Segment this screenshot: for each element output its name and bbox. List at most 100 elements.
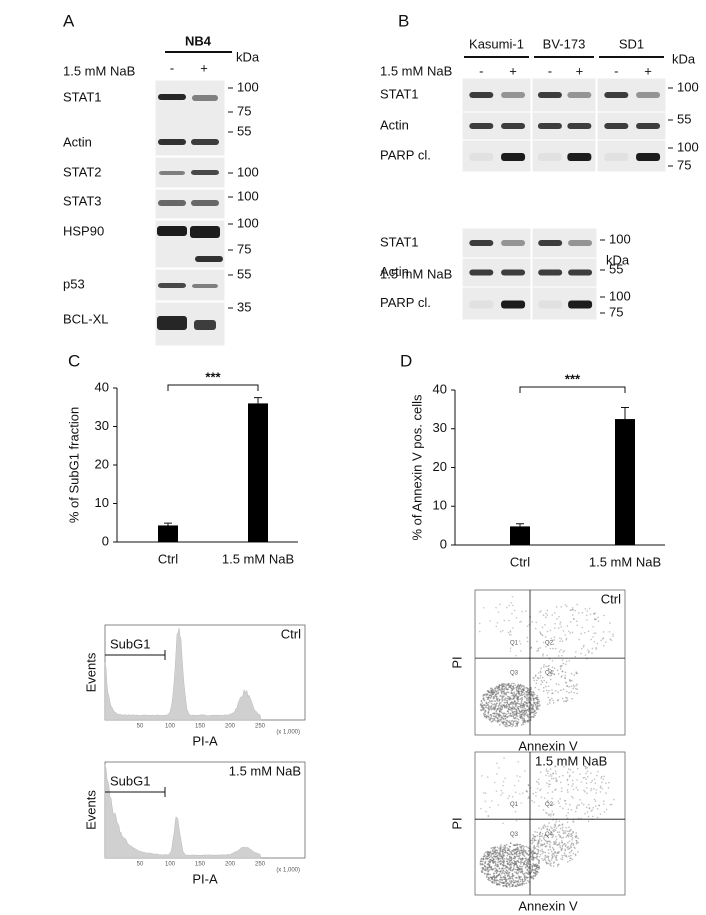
scatter-dot [590,789,592,792]
scatter-dot [552,772,554,775]
x-unit: (x 1,000) [276,868,300,874]
scatter-dot [594,800,597,802]
scatter-dot [554,765,556,768]
scatter-dot [520,690,522,693]
scatter-dot [514,855,516,858]
scatter-dot [493,708,495,710]
scatter-dot [501,873,503,875]
panel-letter: C [68,351,80,370]
unit: kDa [606,252,630,267]
scatter-dot [561,654,563,657]
scatter-dot [575,835,578,838]
scatter-dot [486,851,489,853]
scatter-dot [580,647,583,650]
scatter-dot [605,792,607,794]
scatter-dot [515,617,518,619]
scatter-dot [555,827,558,829]
scatter-dot [575,672,578,674]
scatter-dot [511,861,513,863]
scatter-dot [503,701,506,704]
scatter-dot [571,697,573,700]
scatter-dot [489,806,491,809]
scatter-dot [537,868,540,871]
condition-label: 1.5 mM NaB [535,753,607,768]
scatter-dot [506,847,508,849]
scatter-dot [587,820,590,823]
scatter-dot [574,655,577,658]
scatter-dot [571,614,574,616]
scatter-dot [520,701,523,703]
scatter-dot [515,885,518,888]
scatter-dot [491,849,494,851]
scatter-dot [524,863,527,866]
scatter-dot [560,648,562,651]
scatter-dot [520,865,522,868]
scatter-dot [583,789,585,792]
scatter-dot [509,722,512,724]
scatter-dot [492,712,494,715]
scatter-dot [494,849,496,852]
scatter-dot [587,815,590,818]
scatter-dot [489,620,491,622]
scatter-dot [518,693,521,695]
scatter-dot [517,881,520,883]
scatter-dot [590,638,592,641]
scatter-dot [515,704,517,706]
scatter-dot [485,706,487,709]
scatter-dot [534,686,537,689]
blot-band [537,123,562,129]
scatter-dot [596,816,599,819]
scatter-dot [581,802,583,804]
scatter-dot [485,875,488,878]
scatter-dot [523,706,525,709]
blot-band [194,320,216,330]
blot-band [567,92,592,98]
scatter-dot [510,851,512,853]
scatter-dot [497,611,500,613]
x-tick-label: 200 [225,724,236,730]
scatter-dot [525,687,527,689]
scatter-dot [545,681,548,684]
scatter-dot [600,777,602,779]
scatter-dot [503,854,505,856]
scatter-dot [508,619,510,622]
scatter-dot [521,882,524,885]
scatter-dot [493,878,496,880]
scatter-dot [495,855,497,858]
scatter-dot [559,846,562,849]
scatter-dot [484,800,487,803]
scatter-dot [576,603,578,606]
scatter-dot [513,691,515,694]
scatter-dot [586,770,589,773]
scatter-dot [546,828,548,831]
scatter-dot [565,663,567,666]
scatter-dot [530,688,532,690]
scatter-dot [547,799,549,802]
scatter-dot [492,693,495,695]
scatter-dot [564,677,566,680]
scatter-dot [518,715,521,717]
scatter-dot [561,856,564,859]
scatter-dot [507,884,509,886]
scatter-dot [561,659,564,661]
x-unit: (x 1,000) [276,730,300,736]
scatter-dot [527,870,530,872]
scatter-dot [567,808,570,811]
scatter-dot [511,872,514,875]
scatter-dot [574,854,577,857]
scatter-dot [514,684,517,687]
scatter-dot [554,627,556,629]
scatter-dot [517,705,519,708]
scatter-dot [544,636,547,638]
scatter-dot [509,709,512,711]
scatter-dot [566,861,569,863]
scatter-dot [575,685,577,687]
protein-label: STAT2 [63,164,102,179]
scatter-dot [587,803,590,806]
scatter-dot [571,834,573,837]
scatter-dot [510,684,512,686]
scatter-dot [537,702,540,705]
error-bar [516,523,524,527]
lane: + [576,63,584,78]
scatter-dot [577,851,579,853]
